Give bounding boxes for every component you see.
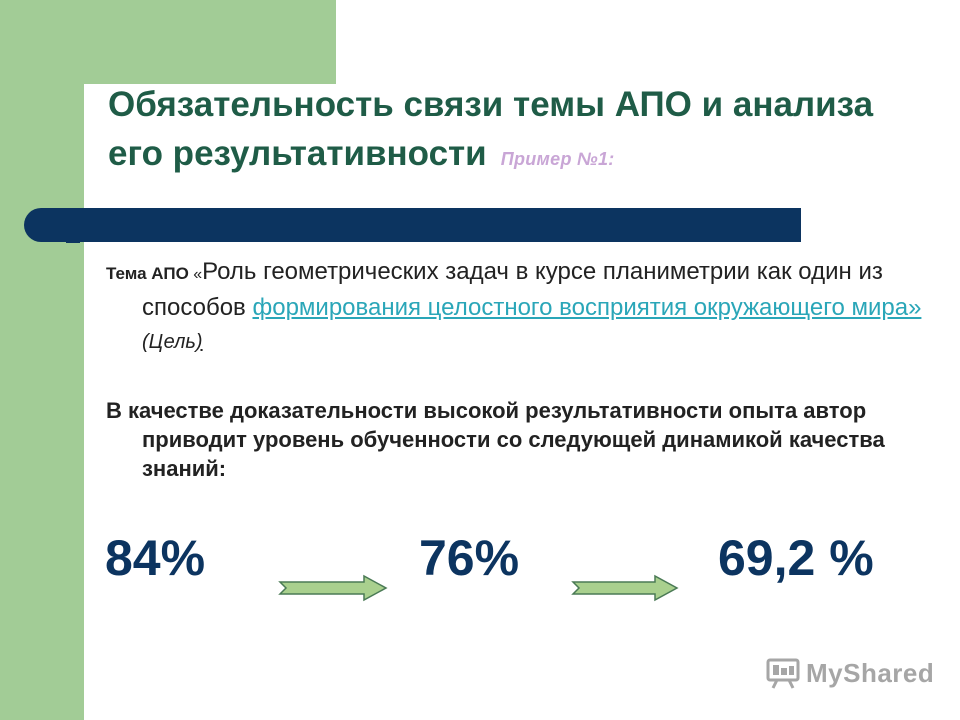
watermark-text: MyShared: [806, 657, 935, 688]
topic-goal-close: ): [195, 331, 203, 353]
green-side-panel: [0, 0, 84, 720]
example-label: Пример №1:: [500, 149, 615, 169]
navy-divider-bar: [24, 208, 801, 242]
slide-title-text: Обязательность связи темы АПО и анализа …: [108, 85, 874, 173]
watermark: MyShared: [766, 653, 934, 693]
quality-value-3: 69,2 %: [718, 530, 874, 586]
title-panel: [84, 84, 960, 202]
navy-divider-tab: [66, 240, 80, 243]
quality-value-2: 76%: [419, 530, 520, 586]
quality-value-1: 84%: [105, 530, 206, 586]
topic-paragraph: Тема АПО «Роль геометрических задач в ку…: [106, 255, 942, 359]
slide-title: Обязательность связи темы АПО и анализа …: [108, 80, 928, 184]
topic-label: Тема АПО: [106, 264, 189, 283]
topic-goal-open: (Цель: [142, 331, 196, 353]
topic-text: Роль геометрических задач в курсе планим…: [142, 258, 883, 321]
evidence-paragraph: В качестве доказательности высокой резул…: [106, 398, 885, 481]
topic-link[interactable]: формирования целостного восприятия окруж…: [252, 294, 922, 321]
presentation-board-icon: [766, 658, 800, 689]
topic-quote-open: «: [188, 266, 203, 283]
right-arrow-icon: [571, 574, 679, 602]
right-arrow-icon: [278, 574, 388, 602]
